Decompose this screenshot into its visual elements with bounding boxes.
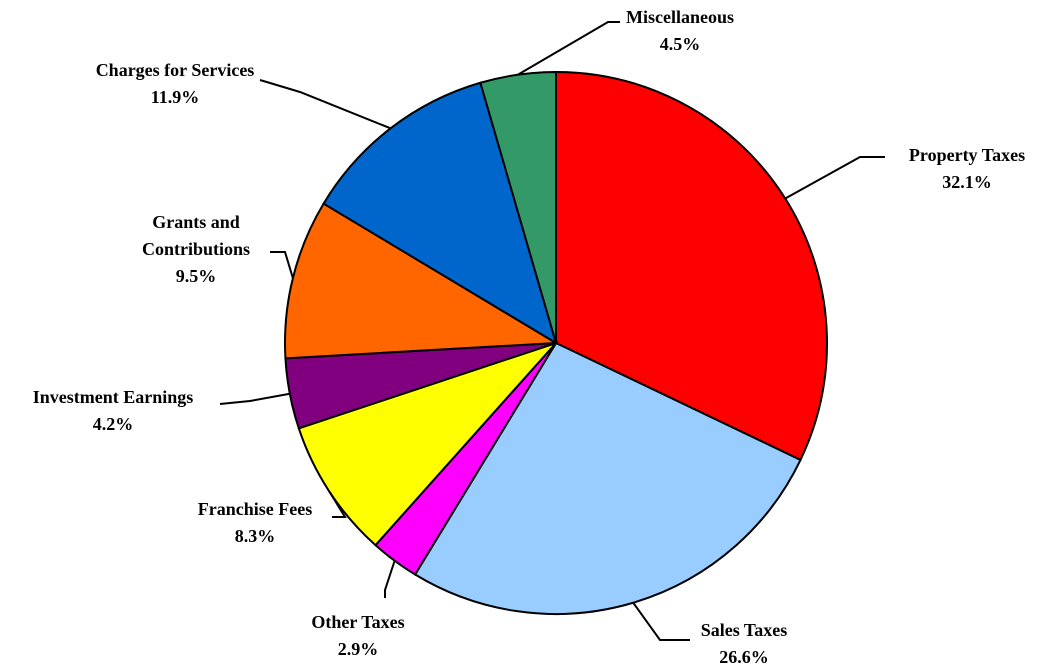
slice-label: Miscellaneous 4.5% [626, 4, 734, 58]
value-label: 2.9% [337, 639, 379, 659]
slice-label: Franchise Fees 8.3% [198, 496, 312, 550]
slice-label: Charges for Services 11.9% [96, 57, 255, 111]
leader-line [784, 156, 885, 200]
category-label: Property Taxes [908, 145, 1026, 165]
value-label: 4.5% [659, 34, 701, 54]
slice-label: Other Taxes 2.9% [311, 609, 404, 663]
category-label: Sales Taxes [700, 620, 788, 640]
leader-line [632, 602, 690, 641]
value-label: 9.5% [175, 266, 217, 286]
leader-line [270, 251, 294, 279]
value-label: 32.1% [942, 172, 992, 192]
slice-label: Investment Earnings 4.2% [33, 384, 194, 438]
value-label: 11.9% [150, 87, 200, 107]
leader-line [328, 491, 347, 518]
pie-slice [413, 341, 802, 615]
category-label: Other Taxes [311, 612, 405, 632]
leader-line [384, 560, 396, 598]
category-label: Investment Earnings [32, 387, 194, 407]
pie-slice [479, 70, 557, 344]
pie-slice [555, 70, 828, 462]
pie-slice [284, 202, 560, 360]
category-label: Charges for Services [95, 60, 255, 80]
category-label: Franchise Fees [197, 499, 313, 519]
slice-label: Grants and Contributions 9.5% [121, 209, 271, 290]
pie-slice [322, 81, 558, 346]
slice-label: Sales Taxes 26.6% [701, 617, 788, 667]
pie-slice [297, 340, 560, 547]
slice-label: Property Taxes 32.1% [909, 142, 1025, 196]
value-label: 26.6% [719, 647, 769, 667]
category-label: Grants and Contributions [141, 212, 251, 259]
value-label: 8.3% [234, 526, 276, 546]
leader-line [517, 21, 620, 76]
leader-line [219, 392, 290, 405]
leader-line [259, 79, 391, 130]
category-label: Miscellaneous [626, 7, 734, 27]
value-label: 4.2% [92, 414, 134, 434]
